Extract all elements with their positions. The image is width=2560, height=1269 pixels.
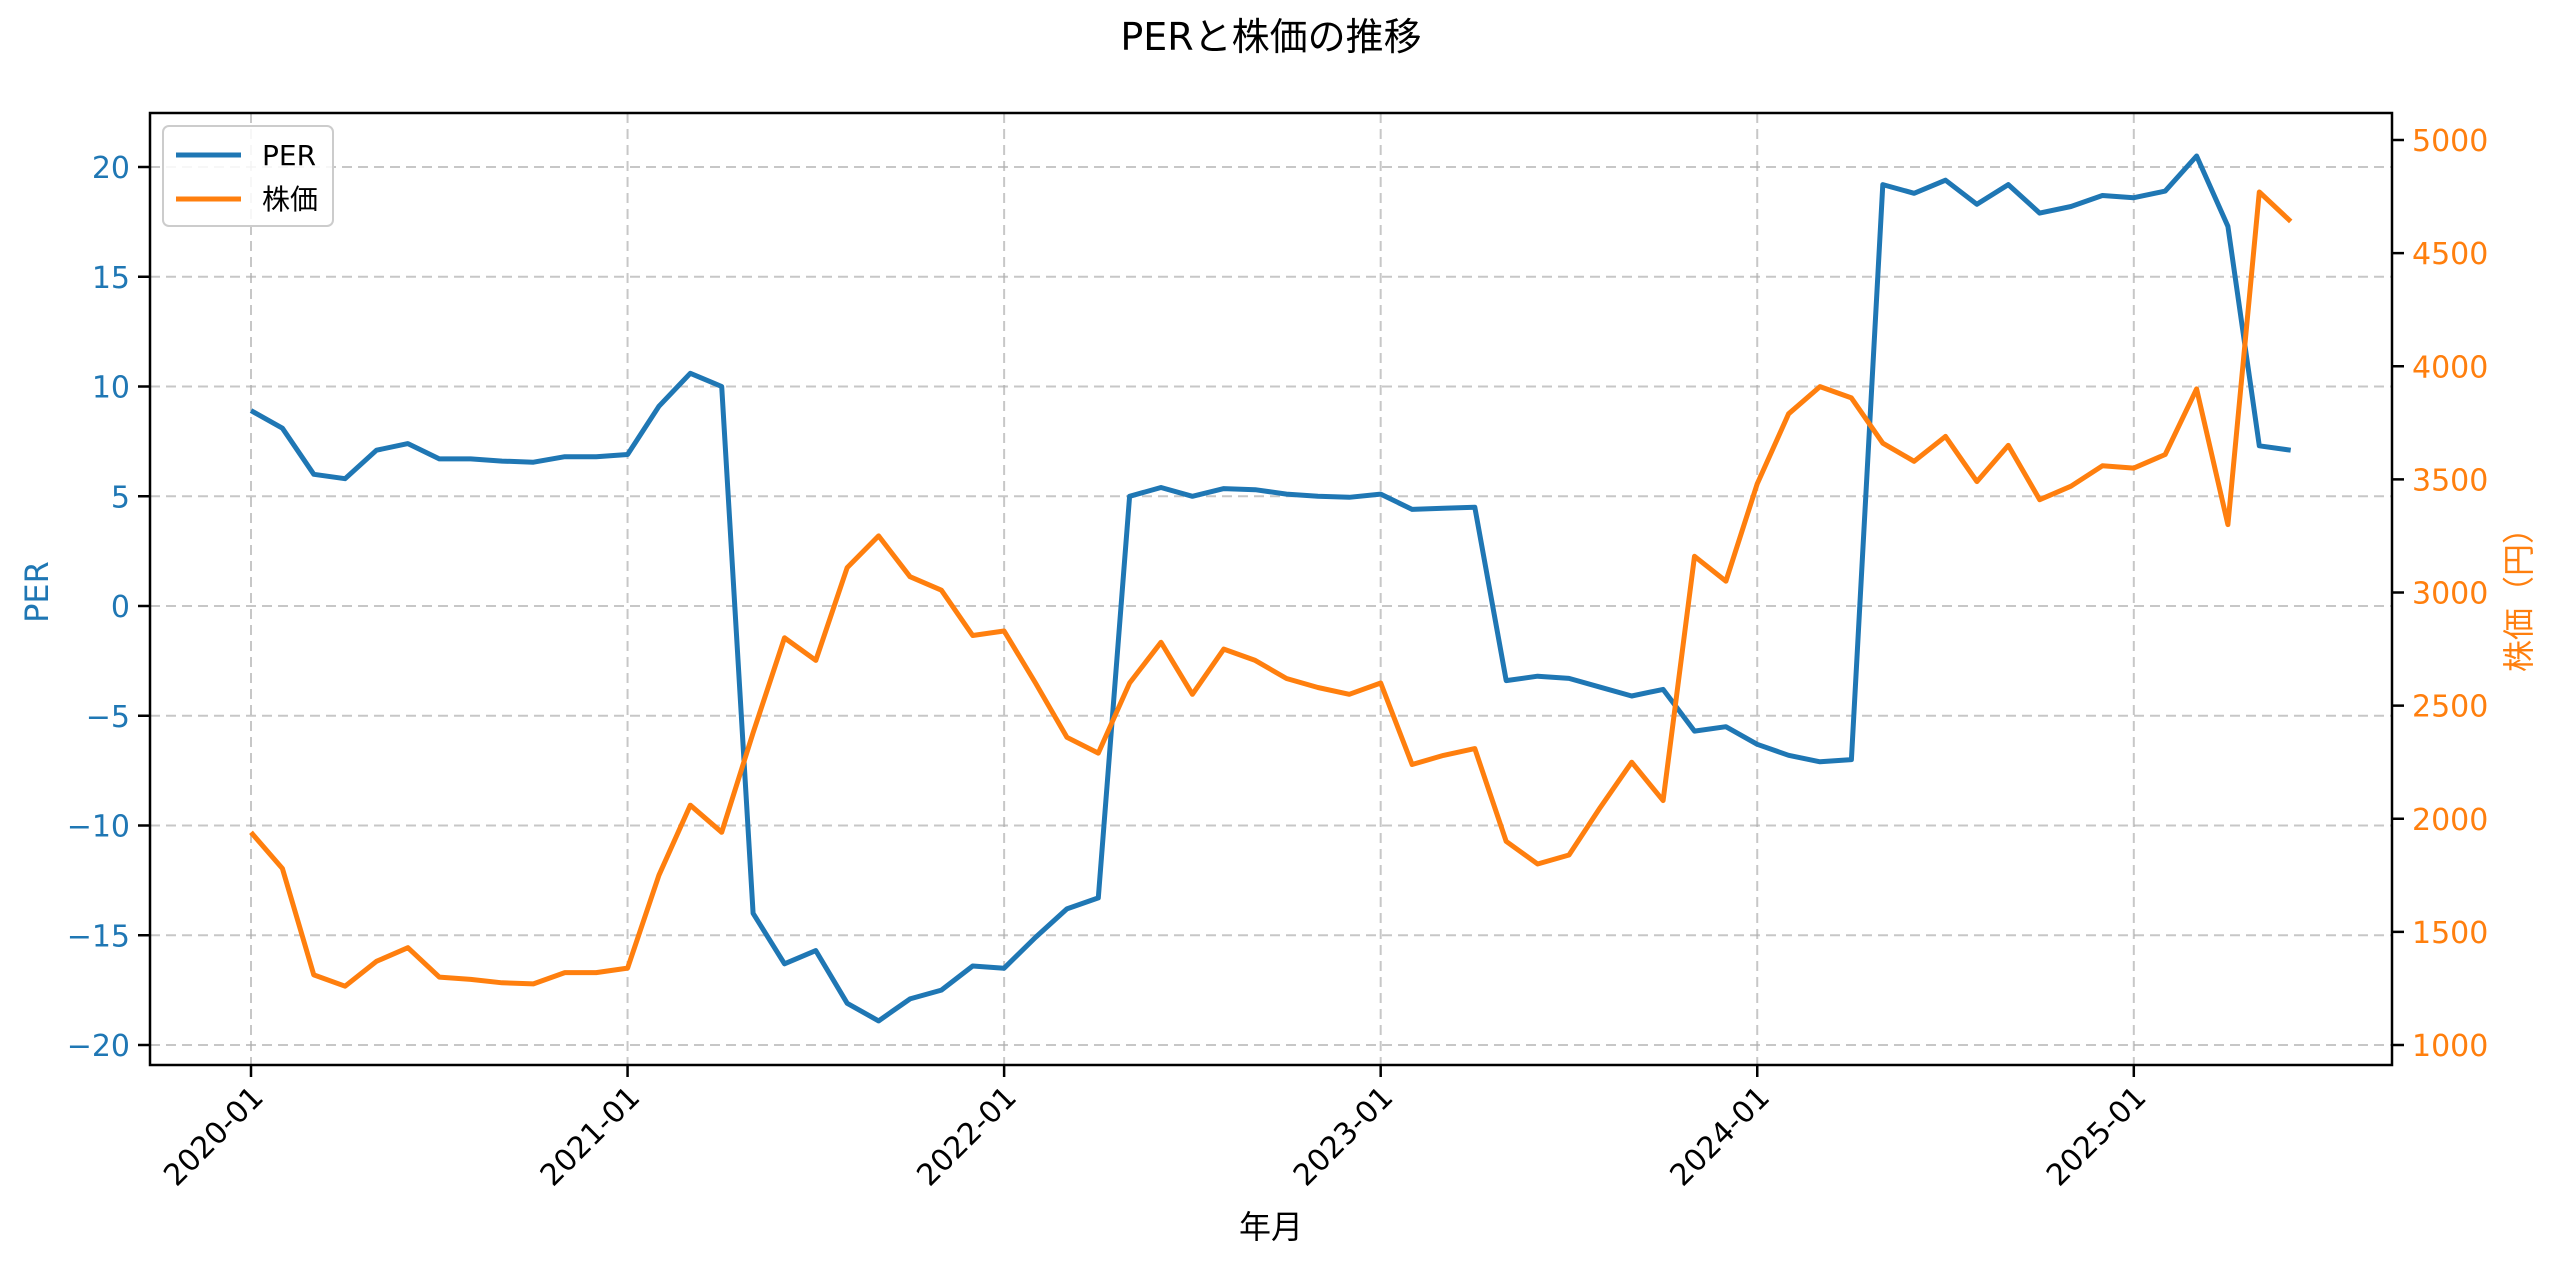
y-tick-label-right: 3500 — [2412, 463, 2488, 498]
y-tick-label-right: 2000 — [2412, 803, 2488, 838]
y-tick-label-right: 2500 — [2412, 690, 2488, 725]
y-tick-label-right: 1000 — [2412, 1029, 2488, 1064]
price-series-line — [249, 189, 2293, 989]
left-y-axis: −20 −15 −10 −5 0 5 10 15 20 — [67, 151, 150, 1064]
price-line — [249, 189, 2293, 989]
y-tick-label-right: 4000 — [2412, 350, 2488, 385]
y-tick-label-left: −5 — [86, 700, 130, 735]
y-tick-label-left: 20 — [92, 151, 130, 186]
y-tick-label-left: 0 — [111, 590, 130, 625]
y-tick-label-right: 3000 — [2412, 577, 2488, 612]
y-tick-label-left: 10 — [92, 371, 130, 406]
y-tick-label-left: −10 — [67, 810, 130, 845]
plot-frame — [148, 111, 2394, 1067]
y-tick-label-left: 5 — [111, 480, 130, 515]
right-y-axis: 1000 1500 2000 2500 3000 3500 4000 4500 5000 — [2392, 124, 2488, 1064]
y-tick-label-left: 15 — [92, 261, 130, 296]
y-tick-label-left: −20 — [67, 1029, 130, 1064]
per-line — [249, 153, 2292, 1024]
legend-label-per: PER — [262, 139, 316, 172]
grid-lines — [150, 113, 2392, 1065]
legend-label-price: 株価 — [262, 183, 318, 216]
y-axis-label-right: 株価（円） — [2500, 512, 2538, 672]
y-tick-label-right: 1500 — [2412, 916, 2488, 951]
chart-title: PERと株価の推移 — [1120, 15, 1421, 59]
per-series-line — [249, 153, 2292, 1024]
x-axis-label: 年月 — [1239, 1208, 1303, 1246]
y-tick-label-right: 4500 — [2412, 237, 2488, 272]
y-tick-label-right: 5000 — [2412, 124, 2488, 159]
legend: PER 株価 — [162, 125, 334, 227]
y-tick-label-left: −15 — [67, 919, 130, 954]
y-axis-label-left: PER — [18, 561, 56, 623]
